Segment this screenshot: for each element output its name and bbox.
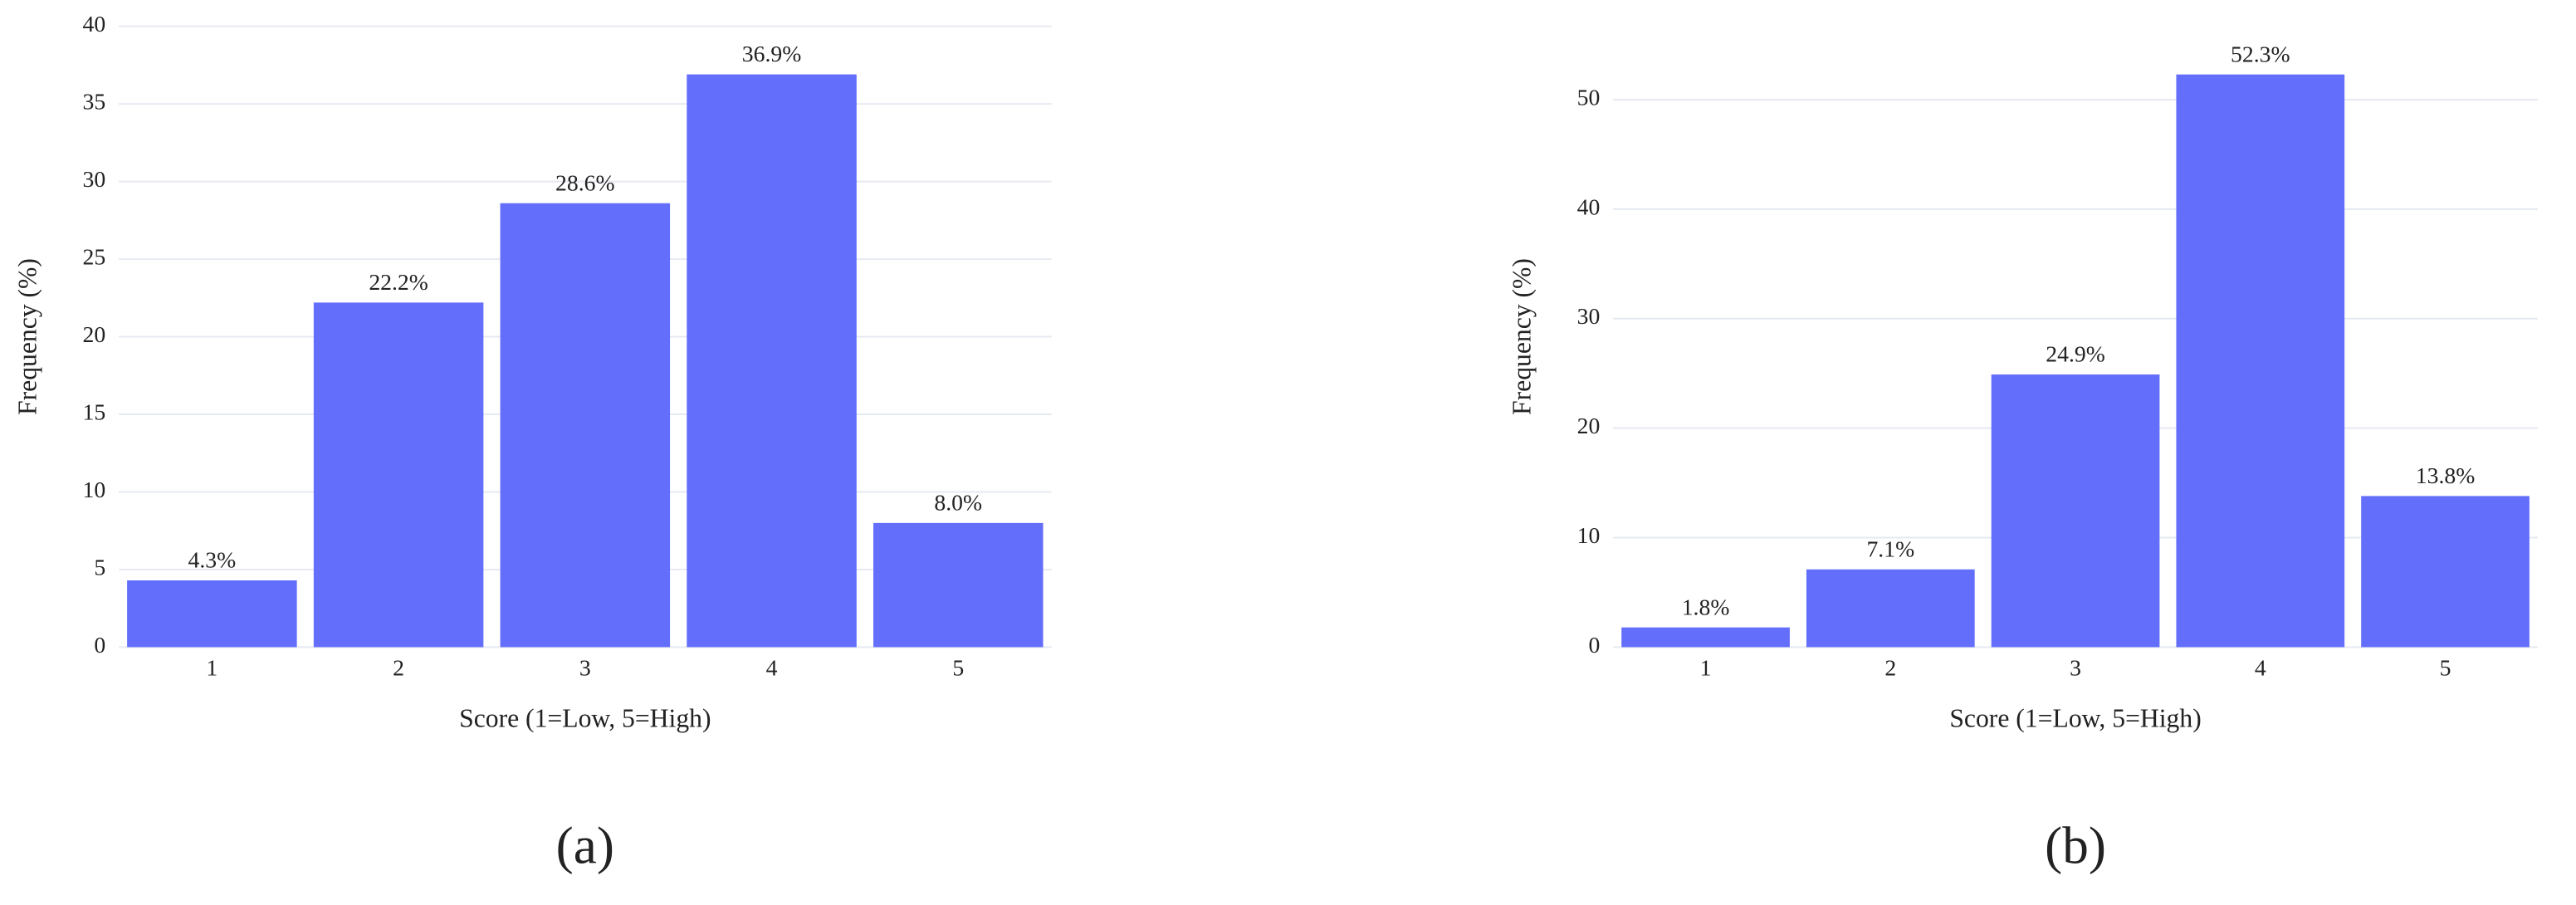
y-tick-label: 5 bbox=[94, 554, 105, 580]
data-label: 1.8% bbox=[1682, 594, 1730, 619]
data-label: 22.2% bbox=[369, 269, 428, 295]
x-tick-label: 5 bbox=[2440, 654, 2451, 680]
bar bbox=[1806, 569, 1975, 648]
caption: (b) bbox=[2045, 816, 2106, 874]
bar bbox=[313, 302, 484, 648]
bar bbox=[687, 74, 857, 648]
y-tick-label: 50 bbox=[1577, 84, 1601, 110]
y-tick-label: 40 bbox=[82, 11, 105, 37]
bar bbox=[1991, 374, 2160, 648]
y-tick-label: 10 bbox=[1577, 522, 1601, 548]
y-tick-label: 30 bbox=[82, 166, 105, 192]
data-label: 13.8% bbox=[2416, 462, 2476, 488]
y-tick-label: 35 bbox=[82, 88, 105, 114]
y-tick-label: 40 bbox=[1577, 193, 1601, 219]
x-tick-label: 1 bbox=[206, 654, 218, 680]
y-tick-label: 10 bbox=[82, 477, 105, 502]
data-label: 28.6% bbox=[555, 169, 615, 195]
x-tick-label: 4 bbox=[2255, 654, 2266, 680]
y-tick-label: 0 bbox=[1589, 632, 1601, 658]
x-axis-title: Score (1=Low, 5=High) bbox=[459, 704, 711, 733]
data-label: 36.9% bbox=[742, 41, 802, 66]
bar bbox=[2361, 496, 2530, 648]
y-tick-label: 15 bbox=[82, 399, 105, 424]
data-label: 7.1% bbox=[1866, 536, 1914, 561]
bar bbox=[127, 580, 297, 648]
bar bbox=[500, 203, 671, 648]
bar bbox=[873, 522, 1044, 648]
y-tick-label: 0 bbox=[94, 632, 105, 658]
x-tick-label: 2 bbox=[1884, 654, 1896, 680]
y-axis-title: Frequency (%) bbox=[12, 258, 42, 415]
bar bbox=[1621, 627, 1790, 648]
y-axis-title: Frequency (%) bbox=[1508, 258, 1537, 415]
bar bbox=[2176, 74, 2345, 648]
x-tick-label: 5 bbox=[952, 654, 964, 680]
y-tick-label: 20 bbox=[1577, 413, 1601, 438]
x-tick-label: 2 bbox=[393, 654, 404, 680]
y-tick-label: 20 bbox=[82, 321, 105, 347]
data-label: 24.9% bbox=[2046, 341, 2105, 367]
x-tick-label: 4 bbox=[766, 654, 778, 680]
y-tick-label: 30 bbox=[1577, 303, 1601, 329]
caption: (a) bbox=[556, 816, 614, 874]
data-label: 52.3% bbox=[2231, 41, 2290, 66]
x-tick-label: 3 bbox=[2070, 654, 2081, 680]
data-label: 4.3% bbox=[188, 547, 237, 573]
x-tick-label: 1 bbox=[1700, 654, 1712, 680]
x-tick-label: 3 bbox=[579, 654, 591, 680]
x-axis-title: Score (1=Low, 5=High) bbox=[1949, 704, 2201, 733]
y-tick-label: 25 bbox=[82, 243, 105, 269]
data-label: 8.0% bbox=[934, 489, 982, 515]
